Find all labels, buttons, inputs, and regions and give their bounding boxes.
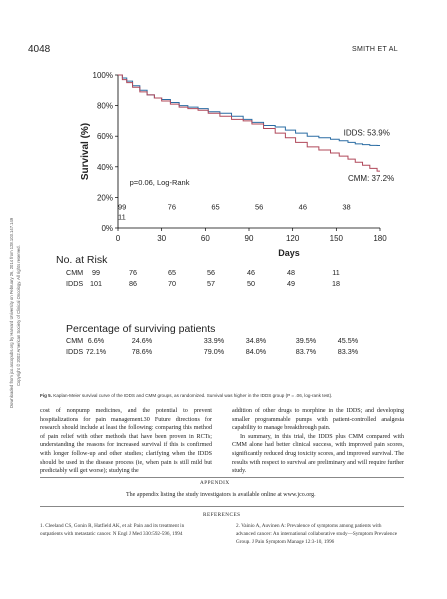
y-tick-label: 20%	[97, 193, 113, 202]
risk-row-label: IDDS	[66, 279, 84, 288]
risk-cell: 56	[207, 268, 215, 277]
x-tick-label: 60	[201, 234, 210, 243]
y-tick-label: 0%	[101, 224, 113, 233]
percent-cell: 79.0%	[203, 347, 225, 356]
body-right-p1: addition of other drugs to morphine in t…	[232, 408, 404, 432]
x-tick-label: 90	[245, 234, 254, 243]
percent-cell: 39.5%	[295, 336, 317, 345]
survival-chart: 0% 20% 40% 60% 80% 100% 0 30 60 90 120 150 180 Days Su…	[28, 60, 423, 270]
body-left-column: cost of nonpump medicines, and the poten…	[40, 407, 212, 476]
risk-cell: 57	[207, 279, 215, 288]
page-number: 4048	[28, 44, 51, 55]
percent-cell: 72.1%	[85, 347, 107, 356]
references-rule	[40, 506, 404, 507]
appendix-heading: APPENDIX	[200, 480, 230, 486]
y-axis-label: Survival (%)	[80, 123, 91, 180]
percent-table-title: Percentage of surviving patients	[66, 323, 216, 335]
percent-cell: 6.6%	[87, 336, 105, 345]
risk-cell: 46	[247, 268, 255, 277]
risk-cell: 76	[129, 268, 137, 277]
body-left-text: cost of nonpump medicines, and the poten…	[40, 408, 212, 475]
inline-count: 99	[118, 202, 126, 211]
y-tick-label: 40%	[97, 163, 113, 172]
percent-cell: 83.7%	[295, 347, 317, 356]
risk-cell: 49	[287, 279, 295, 288]
y-tick-label: 100%	[93, 71, 113, 80]
risk-cell: 99	[92, 268, 100, 277]
inline-count: 76	[168, 202, 176, 211]
series-line-idds	[118, 74, 380, 147]
risk-row-label: CMM	[66, 268, 84, 277]
x-tick-label: 180	[373, 234, 387, 243]
series-label-idds: IDDS: 53.9%	[344, 129, 390, 138]
references-heading: REFERENCES	[203, 512, 241, 518]
x-tick-label: 150	[330, 234, 344, 243]
percent-cell: 84.0%	[245, 347, 267, 356]
inline-count: 65	[211, 202, 219, 211]
risk-cell: 18	[332, 279, 340, 288]
percent-cell: 83.3%	[337, 347, 359, 356]
series-label-cmm: CMM: 37.2%	[348, 174, 394, 183]
inline-count: 11	[118, 212, 126, 221]
caption-label: Fig 5.	[40, 393, 52, 398]
appendix-text: The appendix listing the study investiga…	[126, 492, 316, 498]
inline-count: 46	[299, 202, 307, 211]
appendix-rule	[40, 477, 404, 478]
risk-cell: 101	[90, 279, 102, 288]
risk-cell: 11	[332, 268, 340, 277]
figure-caption: Fig 5. Kaplan-Meier survival curve of th…	[40, 393, 400, 398]
risk-cell: 70	[168, 279, 176, 288]
risk-cell: 48	[287, 268, 295, 277]
percent-cell: 24.6%	[131, 336, 153, 345]
running-head: SMITH ET AL	[352, 46, 398, 53]
log-rank-annotation: p=0.06, Log-Rank	[130, 178, 190, 187]
reference-1: 1. Cleeland CS, Gonin R, Hatfield AK, et…	[40, 523, 185, 537]
percent-cell: 34.8%	[245, 336, 267, 345]
x-tick-label: 120	[286, 234, 300, 243]
risk-cell: 86	[129, 279, 137, 288]
percent-row-label: CMM	[66, 336, 84, 345]
percent-cell: 78.6%	[131, 347, 153, 356]
percent-table: CMM 6.6% 24.6% 33.9% 34.8% 39.5% 45.5% IDDS 72.1…	[66, 336, 416, 360]
body-right-p2: In summary, in this trial, the IDDS plus…	[232, 433, 404, 475]
inline-count: 38	[342, 202, 350, 211]
download-sidebar: Downloaded from jco.ascopubs.org by Harv…	[4, 150, 28, 410]
x-tick-label: 30	[157, 234, 166, 243]
y-tick-label: 80%	[97, 102, 113, 111]
percent-cell: 45.5%	[337, 336, 359, 345]
sidebar-line-2: Copyright © 2002 American Society of Cli…	[16, 245, 21, 386]
series-line-cmm	[118, 74, 380, 172]
x-tick-label: 0	[116, 234, 121, 243]
reference-2: 2. Vainio A, Auvinen A: Prevalence of sy…	[236, 523, 398, 545]
body-right-column: addition of other drugs to morphine in t…	[232, 407, 404, 476]
y-tick-label: 60%	[97, 132, 113, 141]
risk-cell: 65	[168, 268, 176, 277]
risk-table: CMM 99 76 65 56 46 48 11 IDDS 101 86 70 57 50 49 18	[66, 268, 416, 292]
risk-table-title: No. at Risk	[56, 254, 108, 266]
percent-cell: 33.9%	[203, 336, 225, 345]
percent-row-label: IDDS	[66, 347, 84, 356]
sidebar-line-1: Downloaded from jco.ascopubs.org by Harv…	[9, 217, 14, 408]
risk-cell: 50	[247, 279, 255, 288]
x-axis-label: Days	[278, 248, 300, 258]
inline-count: 56	[255, 202, 263, 211]
caption-text: Kaplan-Meier survival curve of the IDDS …	[53, 393, 333, 398]
